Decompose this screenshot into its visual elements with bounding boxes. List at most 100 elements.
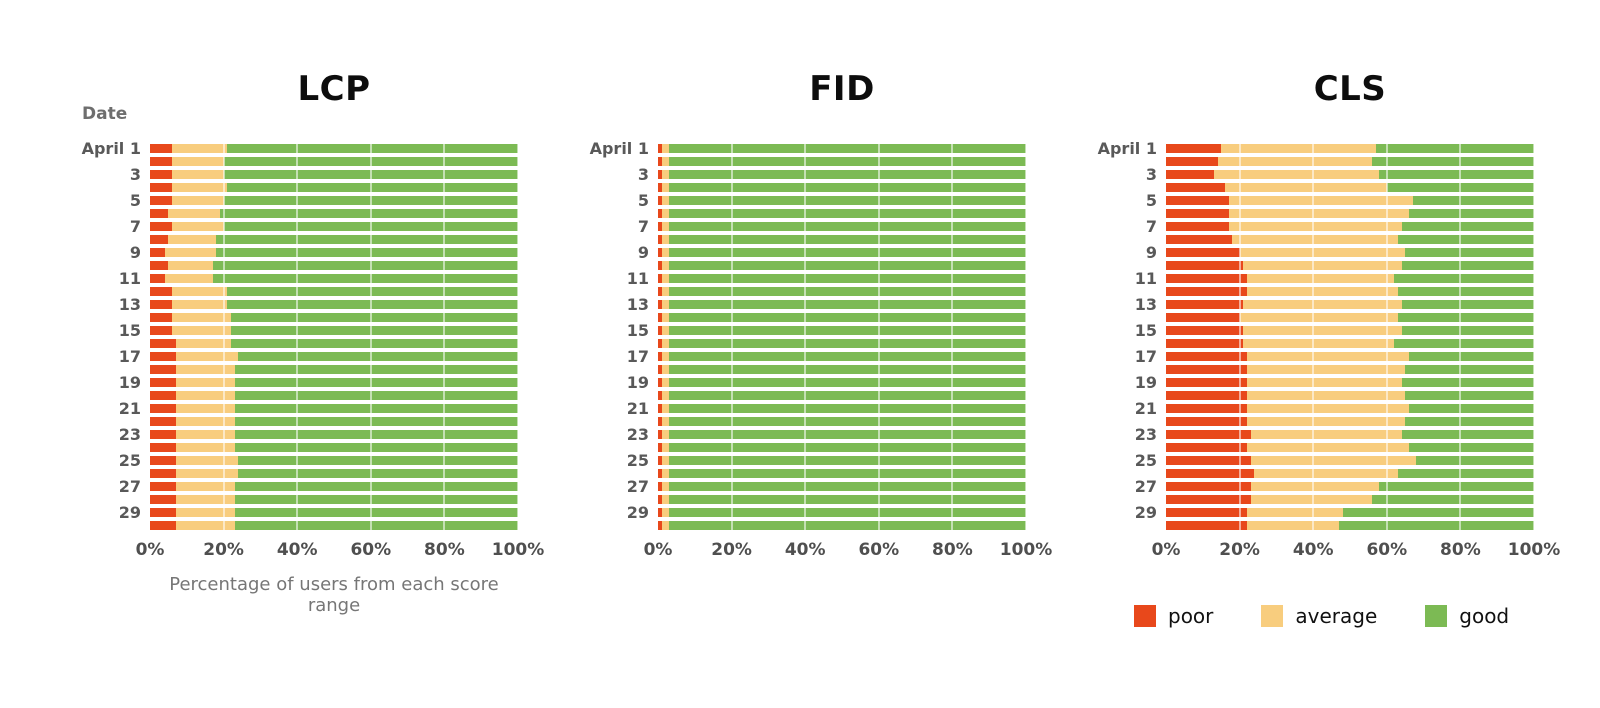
chart-row	[586, 389, 1026, 402]
y-axis-tick-label: 15	[626, 321, 649, 340]
stacked-bar	[150, 352, 518, 361]
y-axis-tick-label: 3	[129, 165, 141, 184]
bar-segment-average	[172, 300, 228, 309]
x-axis-tick-label: 100%	[999, 540, 1053, 560]
y-axis-tick-label: 21	[1134, 399, 1157, 418]
stacked-bar	[150, 209, 518, 218]
bar-segment-average	[172, 157, 224, 166]
bar-segment-poor	[1166, 378, 1247, 387]
chart-row: 27	[78, 479, 518, 495]
bar-segment-good	[669, 274, 1026, 283]
plot-area-fid: April 1 3 5 7 9 11 13 15 17 19 21 23 25 27 29	[586, 139, 1027, 532]
stacked-bar	[150, 365, 518, 374]
bar-segment-poor	[150, 521, 176, 530]
stacked-bar	[150, 378, 518, 387]
bar-segment-good	[227, 287, 518, 296]
stacked-bar	[150, 261, 518, 270]
y-axis-tick-label: 19	[118, 373, 141, 392]
stacked-bar	[150, 157, 518, 166]
chart-row: 7	[78, 219, 518, 235]
bar-segment-good	[669, 183, 1026, 192]
bar-segment-good	[1379, 170, 1534, 179]
bar-segment-poor	[150, 352, 176, 361]
stacked-bar	[150, 469, 518, 478]
bar-segment-good	[669, 300, 1026, 309]
bar-segment-average	[661, 157, 670, 166]
bar-segment-poor	[150, 456, 176, 465]
bar-segment-average	[661, 430, 670, 439]
bar-segment-good	[669, 404, 1026, 413]
bar-segment-good	[1405, 248, 1534, 257]
bar-segment-average	[172, 287, 228, 296]
bar-segment-poor	[1166, 235, 1233, 244]
chart-row	[586, 363, 1026, 376]
chart-row	[1094, 467, 1534, 480]
stacked-bar	[1166, 261, 1534, 270]
bar-segment-poor	[658, 170, 662, 179]
bar-segment-average	[1243, 300, 1402, 309]
bar-segment-good	[669, 209, 1026, 218]
chart-row	[78, 493, 518, 506]
bar-segment-average	[1232, 235, 1398, 244]
bar-segment-average	[661, 235, 670, 244]
bar-segment-good	[1397, 287, 1534, 296]
chart-row: 13	[1094, 297, 1534, 313]
stacked-bar	[1166, 196, 1534, 205]
bar-segment-average	[661, 378, 670, 387]
chart-row: 5	[586, 193, 1026, 209]
bar-segment-good	[1375, 144, 1534, 153]
bar-segment-good	[669, 326, 1026, 335]
bar-segment-poor	[658, 443, 662, 452]
stacked-bar	[658, 209, 1026, 218]
bar-segment-poor	[1166, 209, 1229, 218]
bar-segment-poor	[658, 430, 662, 439]
y-axis-tick-label: 29	[118, 503, 141, 522]
bar-segment-poor	[1166, 352, 1247, 361]
chart-row: 29	[1094, 505, 1534, 521]
bar-segment-average	[1246, 352, 1409, 361]
charts-container: LCP Date April 1 3 5 7 9 11 13 15 17 19 21 23 25 27 29…	[78, 69, 1561, 628]
stacked-bar	[658, 326, 1026, 335]
chart-row	[78, 415, 518, 428]
chart-row: 3	[586, 167, 1026, 183]
chart-row	[78, 467, 518, 480]
bar-rows: April 1 3 5 7 9 11 13 15 17 19 21 23 25 27 29	[586, 139, 1026, 532]
bar-segment-good	[223, 170, 518, 179]
chart-row: 3	[1094, 167, 1534, 183]
stacked-bar	[1166, 222, 1534, 231]
chart-row: 27	[586, 479, 1026, 495]
stacked-bar	[658, 339, 1026, 348]
chart-row	[586, 207, 1026, 220]
bar-segment-good	[669, 443, 1026, 452]
bar-segment-poor	[1166, 430, 1251, 439]
bar-segment-average	[1239, 313, 1398, 322]
bar-segment-good	[1401, 261, 1534, 270]
bar-segment-average	[1246, 521, 1339, 530]
y-axis-tick-label: 5	[1145, 191, 1157, 210]
stacked-bar	[658, 443, 1026, 452]
bar-segment-poor	[150, 404, 176, 413]
bar-segment-good	[669, 378, 1026, 387]
y-axis-tick-label: 11	[118, 269, 141, 288]
chart-row	[78, 181, 518, 194]
stacked-bar	[150, 222, 518, 231]
bar-segment-good	[1372, 157, 1534, 166]
stacked-bar	[1166, 352, 1534, 361]
x-axis-tick-label: 0%	[643, 540, 673, 560]
bar-segment-good	[234, 430, 518, 439]
y-axis-tick-label: April 1	[589, 139, 649, 158]
bar-segment-poor	[150, 183, 173, 192]
bar-segment-average	[1246, 365, 1406, 374]
bar-segment-good	[669, 430, 1026, 439]
bar-segment-average	[661, 365, 670, 374]
bar-segment-poor	[658, 196, 662, 205]
bar-segment-good	[1405, 365, 1534, 374]
y-axis-tick-label: 7	[1145, 217, 1157, 236]
bar-segment-poor	[658, 352, 662, 361]
bar-segment-good	[669, 352, 1026, 361]
chart-row: 5	[1094, 191, 1534, 210]
stacked-bar	[658, 157, 1026, 166]
bar-segment-average	[661, 495, 670, 504]
stacked-bar	[150, 391, 518, 400]
bar-segment-average	[661, 326, 670, 335]
